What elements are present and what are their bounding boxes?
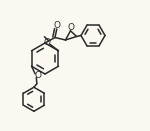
Text: O: O — [53, 21, 60, 30]
Text: O: O — [34, 71, 41, 80]
Text: O: O — [44, 38, 51, 47]
Text: O: O — [67, 23, 74, 32]
